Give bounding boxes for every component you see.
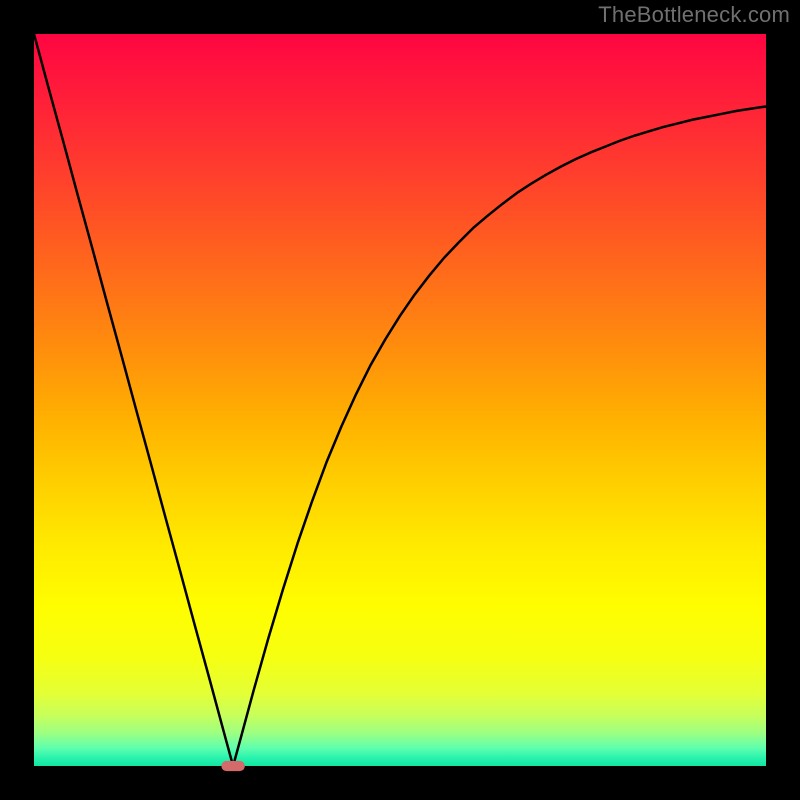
attribution-text: TheBottleneck.com — [598, 2, 790, 28]
chart-background — [34, 34, 766, 766]
chart-container: TheBottleneck.com — [0, 0, 800, 800]
bottleneck-chart — [0, 0, 800, 800]
optimal-point-marker — [221, 761, 244, 771]
